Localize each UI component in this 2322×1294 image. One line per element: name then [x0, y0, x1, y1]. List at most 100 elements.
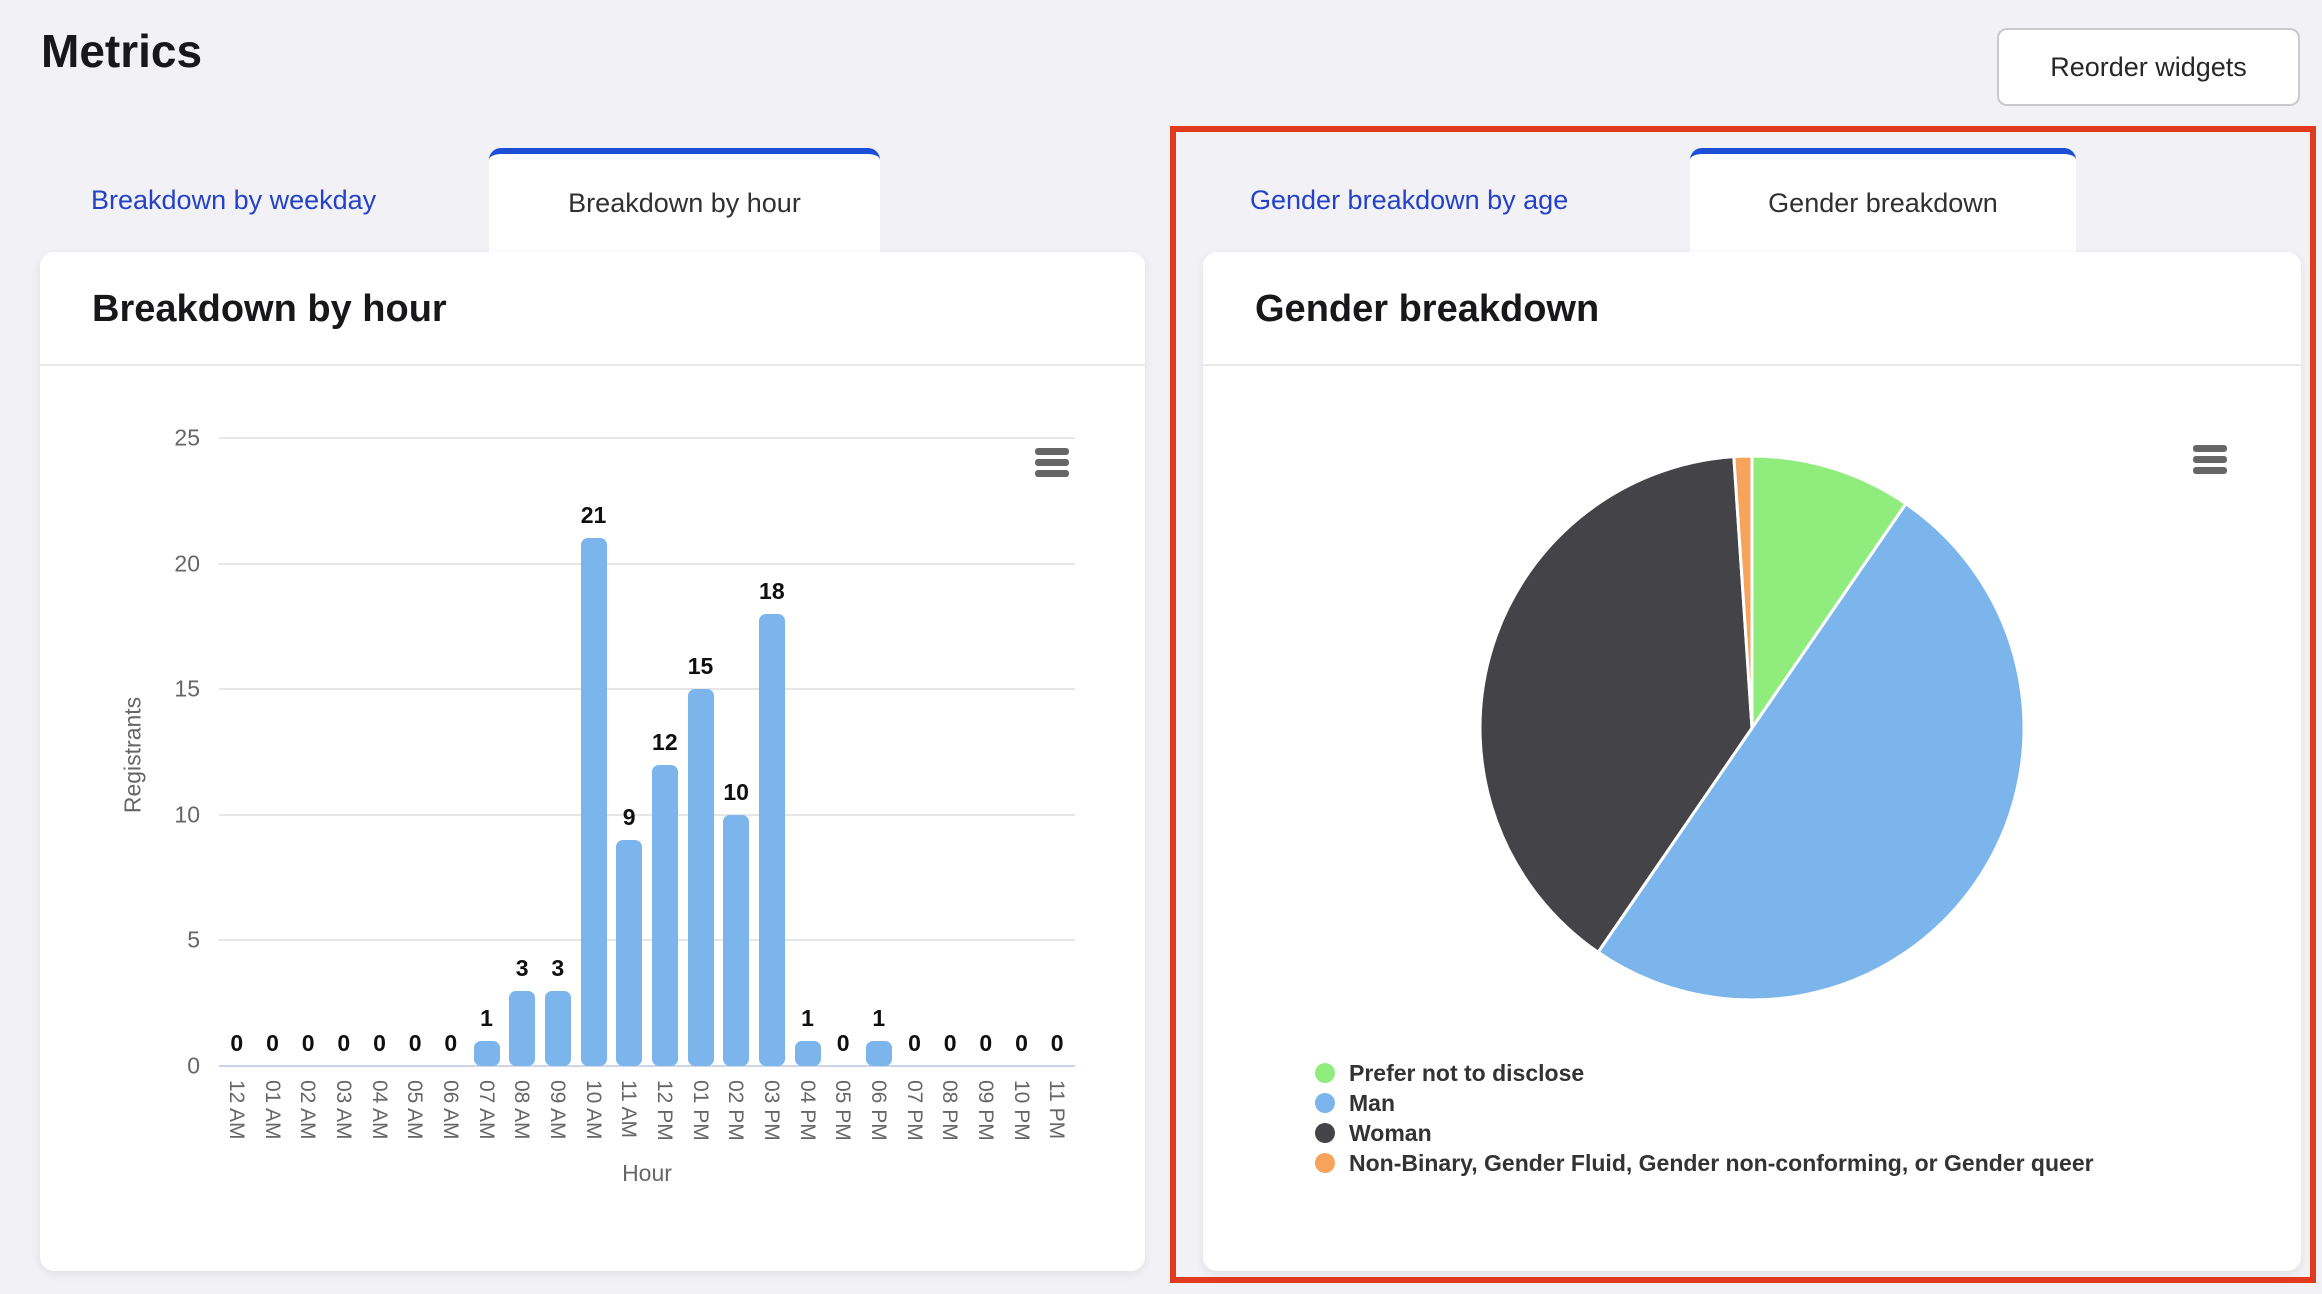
pie-slice-non-binary[interactable]	[1732, 454, 1754, 730]
y-axis-tick-label: 5	[187, 926, 200, 953]
x-axis-tick-label: 05 AM	[403, 1080, 427, 1140]
gridline	[219, 437, 1075, 439]
bar-10-am[interactable]	[580, 538, 607, 1066]
x-axis-tick-label: 09 PM	[973, 1080, 997, 1141]
legend-item[interactable]: Woman	[1315, 1118, 2094, 1148]
bar-06-pm[interactable]	[865, 1040, 892, 1066]
bar-value-label: 1	[480, 1004, 493, 1031]
bar-01-pm[interactable]	[687, 689, 714, 1066]
legend-color-dot	[1315, 1063, 1335, 1083]
card-divider	[1203, 364, 2301, 366]
bar-value-label: 15	[687, 653, 714, 680]
bar-12-pm[interactable]	[651, 764, 678, 1066]
x-axis-tick-label: 08 AM	[510, 1080, 534, 1140]
pie-chart-svg	[1478, 454, 2026, 1002]
x-axis-tick-label: 11 AM	[617, 1080, 641, 1138]
gridline	[219, 688, 1075, 691]
x-axis-tick-label: 08 PM	[938, 1080, 962, 1141]
bar-value-label: 0	[1050, 1030, 1064, 1056]
bar-09-am[interactable]	[544, 990, 571, 1066]
x-axis-tick-label: 04 PM	[795, 1080, 819, 1141]
legend-color-dot	[1315, 1093, 1335, 1113]
bar-chart-card-title: Breakdown by hour	[92, 288, 447, 330]
legend-label: Prefer not to disclose	[1349, 1059, 1585, 1086]
gridline	[219, 939, 1075, 942]
x-axis-line	[219, 1065, 1075, 1067]
bar-value-label: 21	[580, 502, 607, 529]
tab-breakdown-by-hour[interactable]: Breakdown by hour	[489, 148, 880, 252]
bar-value-label: 0	[836, 1030, 850, 1056]
y-axis-tick-label: 15	[174, 675, 200, 702]
x-axis-tick-label: 02 AM	[296, 1080, 320, 1140]
tab-breakdown-by-weekday[interactable]: Breakdown by weekday	[91, 184, 377, 215]
legend-color-dot	[1315, 1153, 1335, 1173]
hamburger-icon[interactable]	[1035, 448, 1069, 477]
pie-slice-prefer-not-to-disclose[interactable]	[1750, 454, 1908, 730]
hamburger-icon[interactable]	[2193, 445, 2227, 474]
gridline	[219, 813, 1075, 816]
x-axis-tick-label: 09 AM	[545, 1080, 569, 1140]
bar-value-label: 0	[908, 1030, 921, 1056]
pie-slice-woman[interactable]	[1478, 455, 1754, 954]
bar-04-pm[interactable]	[794, 1040, 821, 1066]
pie-legend: Prefer not to disclose Man Woman Non-Binary…	[1315, 1058, 2094, 1178]
x-axis-tick-label: 11 PM	[1045, 1080, 1069, 1140]
bar-chart-area: 0 5 10 15 20 25 0 12 AM 0 01 AM 0 02 AM 0 03 AM 0 04 AM…	[40, 366, 1145, 1271]
x-axis-tick-label: 07 AM	[474, 1080, 498, 1140]
bar-value-label: 18	[759, 577, 785, 604]
x-axis-tick-label: 02 PM	[724, 1080, 748, 1141]
x-axis-tick-label: 12 PM	[652, 1080, 676, 1141]
bar-value-label: 0	[943, 1030, 957, 1056]
x-axis-tick-label: 01 PM	[688, 1080, 712, 1141]
reorder-widgets-button[interactable]: Reorder widgets	[1997, 28, 2300, 106]
legend-label: Man	[1349, 1089, 1395, 1116]
bar-11-am[interactable]	[616, 839, 643, 1066]
bar-value-label: 0	[373, 1030, 386, 1056]
y-axis-tick-label: 10	[174, 801, 200, 828]
bar-value-label: 10	[723, 778, 749, 805]
legend-label: Non-Binary, Gender Fluid, Gender non-con…	[1349, 1149, 2094, 1176]
y-axis-tick-label: 0	[187, 1052, 200, 1079]
bar-03-pm[interactable]	[758, 613, 785, 1066]
bar-value-label: 3	[551, 954, 565, 981]
bar-07-am[interactable]	[473, 1040, 500, 1066]
card-divider	[40, 364, 1145, 366]
tab-gender-breakdown[interactable]: Gender breakdown	[1690, 148, 2076, 252]
y-axis-tick-label: 20	[174, 550, 200, 577]
tab-gender-breakdown-by-age[interactable]: Gender breakdown by age	[1250, 184, 1569, 215]
x-axis-title: Hour	[622, 1160, 672, 1186]
bar-value-label: 1	[801, 1004, 814, 1031]
x-axis-tick-label: 05 PM	[831, 1080, 855, 1141]
x-axis-tick-label: 10 PM	[1009, 1080, 1033, 1141]
x-axis-tick-label: 06 AM	[438, 1080, 462, 1140]
bar-02-pm[interactable]	[723, 814, 750, 1066]
bar-value-label: 0	[266, 1030, 279, 1056]
x-axis-tick-label: 03 PM	[759, 1080, 783, 1141]
bar-value-label: 3	[515, 954, 529, 981]
bar-value-label: 9	[622, 803, 636, 830]
x-axis-tick-label: 10 AM	[581, 1080, 605, 1140]
bar-08-am[interactable]	[509, 990, 536, 1066]
bar-value-label: 0	[337, 1030, 351, 1056]
x-axis-tick-label: 06 PM	[866, 1080, 890, 1141]
bar-value-label: 0	[230, 1030, 244, 1056]
pie-slice-man[interactable]	[1596, 502, 2026, 1002]
bar-value-label: 0	[301, 1030, 315, 1056]
breakdown-by-hour-card: Breakdown by hour 0 5 10 15 20 25 0 12 AM 0 01 AM…	[40, 252, 1145, 1271]
legend-item[interactable]: Prefer not to disclose	[1315, 1058, 2094, 1088]
bar-value-label: 0	[1015, 1030, 1028, 1056]
x-axis-tick-label: 04 AM	[367, 1080, 391, 1140]
legend-color-dot	[1315, 1123, 1335, 1143]
pie-chart-card-title: Gender breakdown	[1255, 288, 1600, 330]
x-axis-tick-label: 01 AM	[260, 1080, 284, 1140]
legend-item[interactable]: Man	[1315, 1088, 2094, 1118]
legend-item[interactable]: Non-Binary, Gender Fluid, Gender non-con…	[1315, 1148, 2094, 1178]
page-title: Metrics	[41, 25, 203, 77]
bar-value-label: 0	[444, 1030, 458, 1056]
bar-value-label: 0	[979, 1030, 993, 1056]
x-axis-tick-label: 12 AM	[224, 1080, 248, 1140]
x-axis-tick-label: 03 AM	[331, 1080, 355, 1140]
y-axis-title: Registrants	[119, 696, 146, 814]
y-axis-tick-label: 25	[174, 424, 200, 451]
